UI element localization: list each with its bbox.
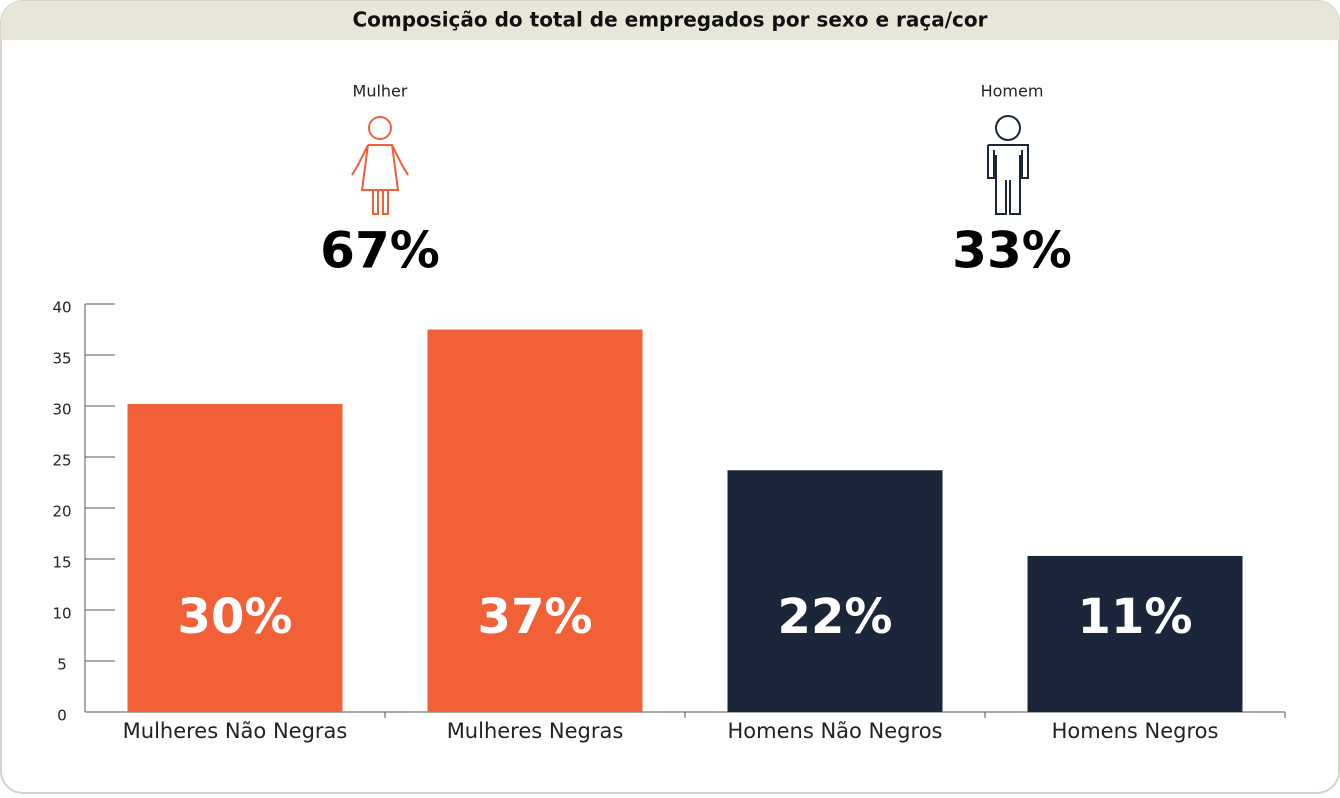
y-tick-label: 0 bbox=[57, 707, 67, 725]
y-tick-label: 20 bbox=[52, 503, 71, 521]
bar-label: 11% bbox=[1078, 589, 1193, 645]
y-tick-label: 25 bbox=[52, 452, 71, 470]
x-tick-label: Homens Não Negros bbox=[728, 719, 943, 743]
group-name: Mulher bbox=[353, 82, 408, 101]
x-tick-label: Homens Negros bbox=[1052, 719, 1219, 743]
bar bbox=[127, 403, 343, 712]
x-tick-label: Mulheres Negras bbox=[447, 719, 624, 743]
y-tick-label: 10 bbox=[52, 605, 71, 623]
group-name: Homem bbox=[981, 82, 1044, 101]
y-tick-label: 40 bbox=[52, 299, 71, 317]
bar-label: 37% bbox=[478, 589, 593, 645]
woman-icon bbox=[351, 116, 409, 215]
group-share: 67% bbox=[320, 222, 440, 280]
y-tick-label: 15 bbox=[52, 554, 71, 572]
bar bbox=[727, 470, 943, 712]
man-icon bbox=[987, 115, 1029, 215]
y-tick-label: 5 bbox=[57, 656, 67, 674]
y-tick-label: 30 bbox=[52, 401, 71, 419]
y-tick-label: 35 bbox=[52, 350, 71, 368]
chart-title: Composição do total de empregados por se… bbox=[352, 8, 987, 32]
x-tick-label: Mulheres Não Negras bbox=[123, 719, 348, 743]
header-band bbox=[1, 1, 1339, 40]
bar-label: 30% bbox=[178, 589, 293, 645]
group-share: 33% bbox=[952, 222, 1072, 280]
bar bbox=[1027, 555, 1243, 712]
bar bbox=[427, 329, 643, 712]
bar-label: 22% bbox=[778, 589, 893, 645]
